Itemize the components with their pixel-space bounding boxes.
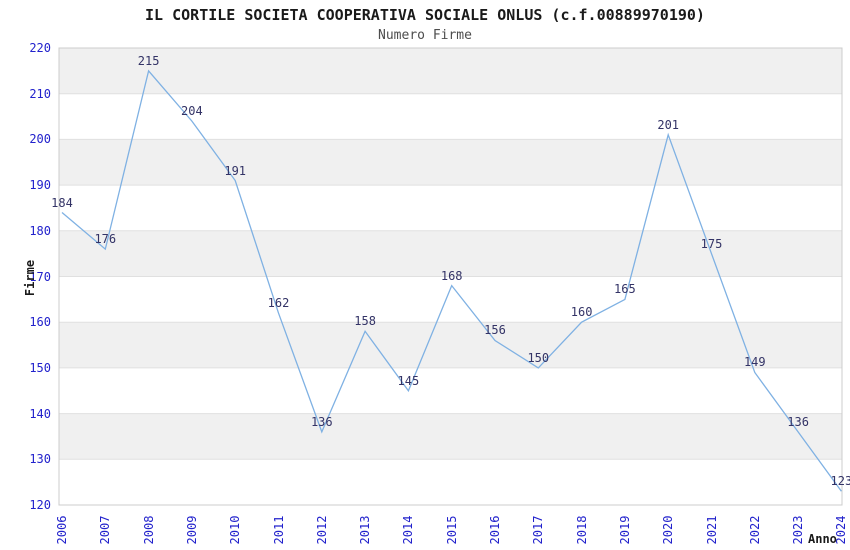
plot-band [59, 276, 842, 323]
y-tick-label: 190 [29, 178, 51, 193]
x-tick-label: 2020 [661, 515, 676, 545]
value-label: 175 [700, 236, 723, 251]
value-label: 184 [51, 195, 73, 210]
plot-border [58, 47, 843, 506]
x-tick-label: 2012 [314, 515, 329, 545]
x-tick-label: 2023 [791, 515, 806, 545]
value-label: 168 [440, 268, 463, 283]
value-label: 176 [94, 232, 117, 247]
x-axis-title: Anno [808, 532, 837, 546]
y-tick-label: 150 [29, 360, 51, 375]
value-label: 136 [310, 414, 333, 429]
y-tick-label: 120 [29, 498, 51, 512]
plot-band [59, 48, 842, 94]
value-label: 201 [657, 117, 680, 132]
plot-band [59, 185, 842, 231]
x-tick-label: 2016 [488, 515, 502, 545]
x-tick-label: 2007 [98, 515, 113, 545]
chart-title: IL CORTILE SOCIETA COOPERATIVA SOCIALE O… [145, 6, 705, 24]
x-tick-label: 2009 [184, 515, 199, 545]
y-tick-label: 130 [29, 452, 51, 467]
plot-band [59, 367, 842, 414]
x-tick-label: 2021 [704, 515, 719, 545]
y-tick-label: 200 [29, 132, 51, 147]
x-tick-label: 2011 [271, 515, 286, 545]
y-tick-label: 180 [29, 223, 51, 238]
value-label: 145 [397, 373, 420, 388]
value-label: 158 [354, 314, 376, 329]
plot-band [59, 413, 842, 460]
x-tick-label: 2022 [747, 515, 762, 545]
x-tick-label: 2008 [141, 515, 156, 545]
y-tick-label: 160 [29, 315, 51, 330]
x-tick-label: 2006 [55, 515, 69, 545]
value-label: 165 [614, 282, 636, 297]
value-label: 160 [570, 305, 593, 320]
x-tick-label: 2014 [401, 515, 416, 545]
x-tick-label: 2019 [617, 515, 632, 545]
y-axis-title: Firme [23, 259, 37, 297]
value-label: 156 [484, 323, 506, 338]
x-tick-label: 2010 [228, 515, 243, 545]
x-tick-label: 2013 [358, 515, 373, 545]
value-label: 149 [743, 355, 766, 370]
x-tick-label: 2015 [444, 515, 459, 545]
chart-subtitle: Numero Firme [378, 28, 472, 43]
x-tick-label: 2018 [574, 515, 589, 545]
y-tick-label: 220 [29, 41, 51, 55]
value-label: 162 [267, 296, 290, 311]
plot-band [59, 139, 842, 186]
value-label: 215 [137, 53, 160, 68]
y-tick-label: 170 [29, 269, 51, 284]
series-line [61, 69, 842, 492]
value-label: 204 [181, 104, 203, 119]
value-label: 191 [224, 163, 247, 178]
plot-band [59, 459, 842, 505]
value-label: 136 [787, 414, 809, 429]
value-label: 123 [830, 474, 850, 489]
value-label: 150 [527, 350, 550, 365]
y-tick-label: 140 [29, 406, 51, 421]
plot-band [59, 93, 842, 140]
plot-band [59, 322, 842, 368]
y-tick-label: 210 [29, 86, 51, 101]
x-tick-label: 2017 [531, 515, 546, 545]
